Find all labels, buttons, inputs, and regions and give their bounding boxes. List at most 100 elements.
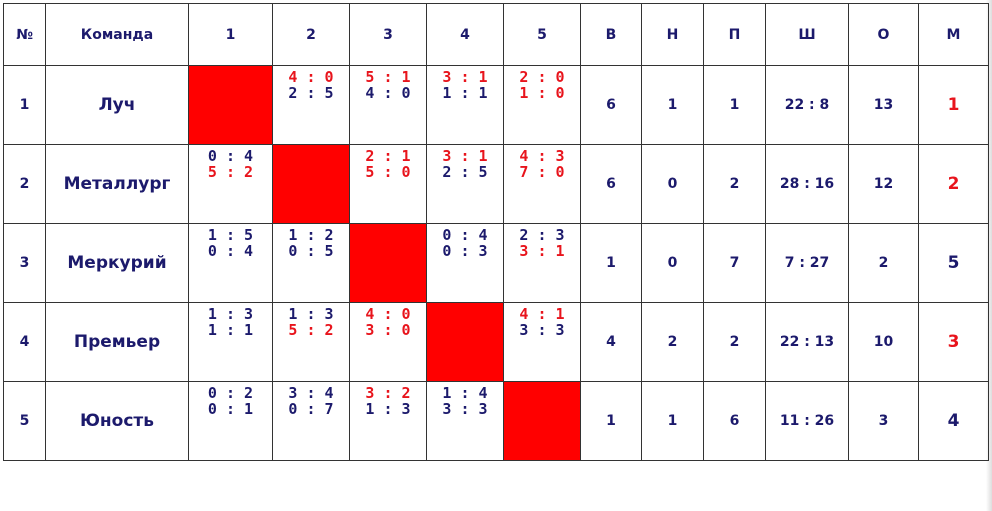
- team-name: Луч: [45, 65, 189, 145]
- score: 1 : 4: [442, 384, 488, 402]
- score: 2 : 0: [519, 68, 565, 86]
- stat-cell: 13: [848, 65, 919, 145]
- score: 2 : 5: [288, 84, 334, 102]
- stat-cell: 10: [848, 302, 919, 382]
- score: 2 : 1: [365, 147, 411, 165]
- score: 3 : 4: [288, 384, 334, 402]
- stat-cell: 6: [580, 65, 642, 145]
- row-number: 1: [3, 65, 46, 145]
- score: 1 : 3: [288, 305, 334, 323]
- edge-shadow: [986, 0, 992, 511]
- score: 4 : 1: [519, 305, 565, 323]
- score: 3 : 1: [442, 147, 488, 165]
- stat-cell: 6: [703, 381, 766, 461]
- stat-cell: 1: [641, 65, 704, 145]
- stat-cell: 6: [580, 144, 642, 224]
- team-name: Премьер: [45, 302, 189, 382]
- stat-cell: 2: [641, 302, 704, 382]
- team-name: Меркурий: [45, 223, 189, 303]
- stat-cell: 11 : 26: [765, 381, 849, 461]
- place: 3: [918, 302, 989, 382]
- header-cell: 1: [188, 3, 273, 66]
- row-number: 2: [3, 144, 46, 224]
- stat-cell: 3: [848, 381, 919, 461]
- stat-cell: 2: [703, 302, 766, 382]
- stat-cell: 1: [580, 381, 642, 461]
- stat-cell: 12: [848, 144, 919, 224]
- header-cell: Н: [641, 3, 704, 66]
- score: 3 : 3: [442, 400, 488, 418]
- score: 1 : 3: [207, 305, 254, 323]
- score: 4 : 0: [365, 305, 411, 323]
- score: 3 : 0: [365, 321, 411, 339]
- team-name: Юность: [45, 381, 189, 461]
- score: 1 : 0: [519, 84, 565, 102]
- header-cell: 5: [503, 3, 581, 66]
- score: 4 : 3: [519, 147, 565, 165]
- stat-cell: 7 : 27: [765, 223, 849, 303]
- score: 3 : 1: [519, 242, 565, 260]
- score: 0 : 4: [207, 147, 254, 165]
- score: 0 : 5: [288, 242, 334, 260]
- header-cell: 3: [349, 3, 427, 66]
- stat-cell: 0: [641, 144, 704, 224]
- stat-cell: 22 : 8: [765, 65, 849, 145]
- header-cell: О: [848, 3, 919, 66]
- stat-cell: 1: [703, 65, 766, 145]
- place: 2: [918, 144, 989, 224]
- score: 0 : 2: [207, 384, 254, 402]
- score: 3 : 2: [365, 384, 411, 402]
- score: 0 : 4: [207, 242, 254, 260]
- score: 3 : 3: [519, 321, 565, 339]
- place: 5: [918, 223, 989, 303]
- score: 1 : 3: [365, 400, 411, 418]
- self-cell: [349, 223, 427, 303]
- score: 4 : 0: [365, 84, 411, 102]
- score: 0 : 1: [207, 400, 254, 418]
- header-cell: Ш: [765, 3, 849, 66]
- team-name: Металлург: [45, 144, 189, 224]
- score: 0 : 7: [288, 400, 334, 418]
- score: 0 : 4: [442, 226, 488, 244]
- score: 5 : 2: [207, 163, 254, 181]
- header-row: № Команда 1 2 3 4 5 В Н П Ш О М: [3, 3, 989, 66]
- stat-cell: 1: [641, 381, 704, 461]
- score: 4 : 0: [288, 68, 334, 86]
- stat-cell: 22 : 13: [765, 302, 849, 382]
- header-cell: №: [3, 3, 46, 66]
- self-cell: [272, 144, 350, 224]
- score: 5 : 0: [365, 163, 411, 181]
- score: 3 : 1: [442, 68, 488, 86]
- self-cell: [188, 65, 273, 145]
- header-cell: В: [580, 3, 642, 66]
- score: 1 : 1: [207, 321, 254, 339]
- header-cell: 2: [272, 3, 350, 66]
- stat-cell: 2: [848, 223, 919, 303]
- score: 5 : 2: [288, 321, 334, 339]
- row-number: 5: [3, 381, 46, 461]
- score: 5 : 1: [365, 68, 411, 86]
- score: 0 : 3: [442, 242, 488, 260]
- self-cell: [503, 381, 581, 461]
